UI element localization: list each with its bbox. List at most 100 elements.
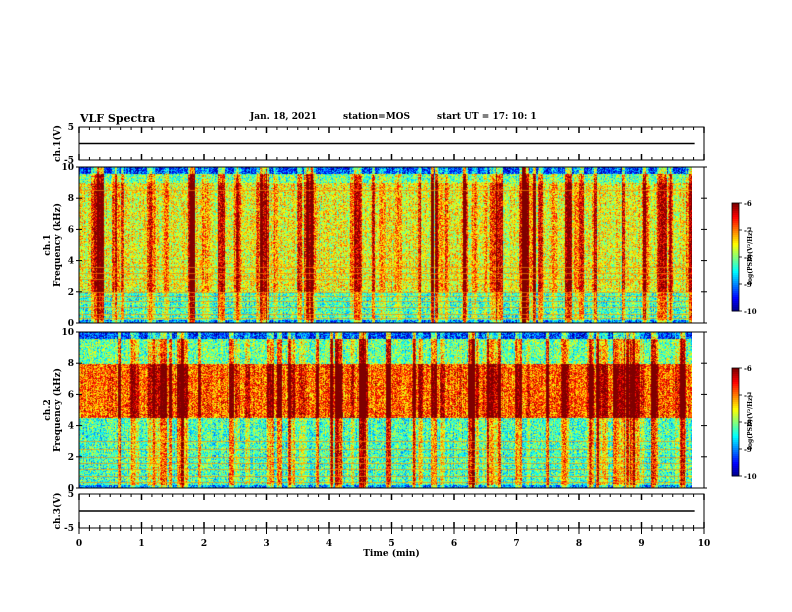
spectrogram-ch1-colorbar-segment: [732, 209, 739, 212]
spectrogram-ch2-ytick-label: 10: [61, 328, 74, 338]
ch1-voltage-ylabel: ch.1(V): [52, 125, 63, 162]
spectrogram-ch2-colorbar-segment: [732, 470, 739, 473]
spectrogram-ch1-colorbar-segment: [732, 237, 739, 240]
spectrogram-ch2-colorbar-segment: [732, 452, 739, 455]
time-axis-tick-label: 0: [76, 539, 82, 549]
spectrogram-ch2-colorbar-segment: [732, 420, 739, 423]
spectrogram-ch1-colorbar-segment: [732, 289, 739, 292]
spectrogram-ch2-colorbar-segment: [732, 376, 739, 379]
spectrogram-ch2-colorbar-segment: [732, 416, 739, 419]
spectrogram-ch2-colorbar-segment: [732, 448, 739, 451]
spectrogram-ch1-colorbar-segment: [732, 295, 739, 298]
spectrogram-ch2-colorbar-segment: [732, 402, 739, 405]
spectrogram-ch1-colorbar-segment: [732, 247, 739, 250]
spectrogram-ch1-colorbar-segment: [732, 205, 739, 208]
spectrogram-ch1-colorbar-segment: [732, 261, 739, 264]
spectrogram-ch1-colorbar-segment: [732, 287, 739, 290]
spectrogram-ch2-colorbar-tick-label: -7: [744, 391, 752, 400]
spectrogram-ch2-colorbar-segment: [732, 372, 739, 375]
spectrogram-ch1-colorbar-segment: [732, 221, 739, 224]
spectrogram-ch1-colorbar-segment: [732, 279, 739, 282]
spectrogram-ch1-colorbar-segment: [732, 231, 739, 234]
spectrogram-ch1-colorbar-segment: [732, 257, 739, 260]
spectrogram-ch2-colorbar-segment: [732, 458, 739, 461]
spectrogram-ch2-colorbar-segment: [732, 444, 739, 447]
time-axis-tick-label: 4: [326, 539, 332, 549]
spectrogram-ch2-colorbar-segment: [732, 474, 739, 477]
spectrogram-ch2-colorbar-segment: [732, 414, 739, 417]
time-axis-tick-label: 9: [638, 539, 644, 549]
spectrogram-ch1-frame: [78, 166, 705, 324]
spectrogram-ch2-colorbar-segment: [732, 368, 739, 371]
spectrogram-ch1-colorbar-segment: [732, 251, 739, 254]
spectrogram-ch1-colorbar-tick-label: -7: [744, 226, 752, 235]
spectrogram-ch2-colorbar-segment: [732, 454, 739, 457]
spectrogram-ch1-ytick-label: 6: [68, 225, 74, 235]
spectrogram-ch1-colorbar-segment: [732, 215, 739, 218]
spectrogram-ch1-colorbar-label: log(PSD)(V²/Hz): [747, 230, 754, 285]
spectrogram-ch2-colorbar-segment: [732, 370, 739, 373]
spectrogram-ch1-colorbar-segment: [732, 223, 739, 226]
spectrogram-ch1-colorbar-segment: [732, 255, 739, 258]
time-axis-tick-label: 1: [138, 539, 144, 549]
spectrogram-ch1-colorbar-segment: [732, 203, 739, 206]
spectrogram-ch2-colorbar-segment: [732, 374, 739, 377]
spectrogram-ch2-colorbar-segment: [732, 438, 739, 441]
spectrogram-ch1-colorbar-segment: [732, 305, 739, 308]
ch1-voltage-ytick-label: -5: [64, 156, 74, 166]
spectrogram-ch2-colorbar-segment: [732, 462, 739, 465]
spectrogram-ch1-colorbar-segment: [732, 307, 739, 310]
spectrogram-ch2-colorbar-segment: [732, 394, 739, 397]
spectrogram-ch1-colorbar-segment: [732, 273, 739, 276]
spectrogram-ch2-colorbar-segment: [732, 400, 739, 403]
spectrogram-ch2-colorbar-segment: [732, 432, 739, 435]
spectrogram-ch2-colorbar-segment: [732, 380, 739, 383]
spectrogram-ch1-colorbar-segment: [732, 267, 739, 270]
spectrogram-ch2-colorbar-segment: [732, 388, 739, 391]
spectrogram-ch2-colorbar-segment: [732, 430, 739, 433]
time-axis-tick-label: 6: [451, 539, 457, 549]
spectrogram-ch2-colorbar-segment: [732, 424, 739, 427]
spectrogram-ch1-colorbar-segment: [732, 225, 739, 228]
spectrogram-ch2-colorbar-segment: [732, 426, 739, 429]
spectrogram-ch2-colorbar-tick-label: -9: [744, 445, 752, 454]
spectrogram-ch1-colorbar-segment: [732, 259, 739, 262]
spectrogram-ch2-colorbar-segment: [732, 422, 739, 425]
spectrogram-ch1-colorbar-segment: [732, 299, 739, 302]
spectrogram-ch2-colorbar-segment: [732, 446, 739, 449]
spectrogram-ch1-image: [79, 167, 692, 323]
spectrogram-ch2-ytick-label: 8: [68, 359, 74, 369]
spectrogram-ch2-colorbar-segment: [732, 418, 739, 421]
spectrogram-ch2-colorbar-label: log(PSD)(V²/Hz): [747, 395, 754, 450]
spectrogram-ch1-colorbar-segment: [732, 227, 739, 230]
spectrogram-ch2-colorbar-tick-label: -6: [744, 364, 752, 373]
spectrogram-ch1-colorbar-segment: [732, 233, 739, 236]
spectrogram-ch1-colorbar-segment: [732, 285, 739, 288]
spectrogram-ch1-colorbar-segment: [732, 265, 739, 268]
ch3-voltage-ytick-label: 5: [68, 490, 74, 500]
spectrogram-ch1-ytick-label: 4: [68, 257, 74, 267]
spectrogram-ch2-colorbar-segment: [732, 466, 739, 469]
spectrogram-ch1-colorbar-segment: [732, 213, 739, 216]
spectrogram-ch2-colorbar-segment: [732, 468, 739, 471]
spectrogram-ch2-colorbar-segment: [732, 378, 739, 381]
spectrogram-ch1-colorbar-segment: [732, 297, 739, 300]
spectrogram-ch1-ylabel: Frequency (kHz): [52, 203, 63, 287]
spectrogram-ch1-colorbar-segment: [732, 283, 739, 286]
spectrogram-ch2-colorbar-segment: [732, 450, 739, 453]
spectrogram-ch1-colorbar-segment: [732, 281, 739, 284]
start-time-label: start UT = 17: 10: 1: [437, 112, 537, 122]
spectrogram-ch1-colorbar-segment: [732, 211, 739, 214]
spectrogram-ch1-ytick-label: 2: [68, 288, 74, 298]
spectrogram-ch2-colorbar-segment: [732, 396, 739, 399]
spectrogram-ch2-colorbar-segment: [732, 392, 739, 395]
time-axis-tick-label: 5: [388, 539, 394, 549]
spectrogram-ch2-ytick-label: 2: [68, 453, 74, 463]
spectrogram-ch2-colorbar-segment: [732, 440, 739, 443]
ch1-voltage-ytick-label: 5: [68, 123, 74, 133]
spectrogram-ch2-colorbar-segment: [732, 412, 739, 415]
spectrogram-ch1-colorbar-tick-label: -10: [744, 307, 757, 316]
time-axis-tick-label: 8: [576, 539, 582, 549]
spectrogram-ch1-colorbar-segment: [732, 303, 739, 306]
spectrogram-ch2-colorbar-segment: [732, 436, 739, 439]
